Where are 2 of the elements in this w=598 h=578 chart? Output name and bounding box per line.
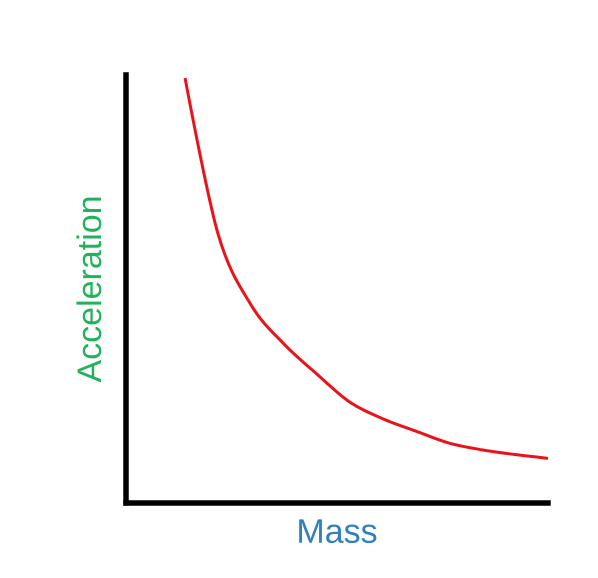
x-axis-title: Mass bbox=[299, 519, 376, 544]
y-axis-title: Acceleration bbox=[76, 198, 102, 382]
